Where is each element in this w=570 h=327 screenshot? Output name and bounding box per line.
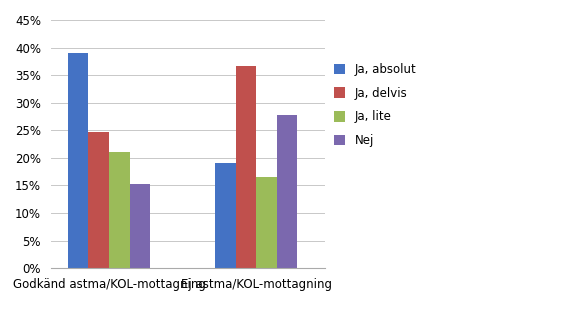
Bar	[256, 177, 277, 268]
Bar	[215, 164, 236, 268]
Bar	[68, 53, 88, 268]
Bar	[88, 132, 109, 268]
Bar	[277, 115, 298, 268]
Legend: Ja, absolut, Ja, delvis, Ja, lite, Nej: Ja, absolut, Ja, delvis, Ja, lite, Nej	[333, 63, 417, 147]
Bar	[129, 184, 150, 268]
Bar	[236, 66, 256, 268]
Bar	[109, 152, 129, 268]
